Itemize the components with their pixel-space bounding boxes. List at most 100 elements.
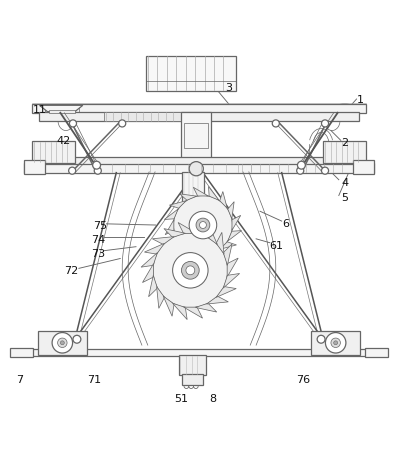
Polygon shape — [181, 112, 211, 162]
Circle shape — [69, 121, 76, 128]
Polygon shape — [142, 264, 154, 283]
Polygon shape — [170, 201, 186, 209]
Polygon shape — [198, 254, 213, 263]
Text: 73: 73 — [92, 248, 105, 258]
Text: 51: 51 — [174, 394, 188, 404]
Text: 6: 6 — [282, 218, 289, 228]
Polygon shape — [178, 223, 197, 234]
Text: 3: 3 — [225, 83, 232, 93]
Polygon shape — [148, 276, 157, 297]
Polygon shape — [209, 187, 219, 201]
Polygon shape — [39, 106, 83, 112]
Polygon shape — [228, 202, 234, 219]
Polygon shape — [105, 113, 183, 122]
Circle shape — [73, 336, 81, 344]
Polygon shape — [183, 308, 203, 318]
Polygon shape — [39, 113, 359, 122]
Polygon shape — [323, 142, 366, 163]
Circle shape — [317, 336, 325, 344]
Polygon shape — [228, 231, 242, 242]
Polygon shape — [179, 355, 206, 375]
Polygon shape — [227, 258, 238, 278]
Polygon shape — [195, 303, 217, 313]
Text: 5: 5 — [341, 193, 348, 203]
Polygon shape — [172, 232, 178, 249]
Polygon shape — [182, 172, 204, 287]
Text: 1: 1 — [357, 95, 364, 105]
Polygon shape — [32, 142, 75, 163]
Circle shape — [322, 121, 329, 128]
Circle shape — [58, 339, 67, 348]
Circle shape — [199, 222, 207, 229]
Polygon shape — [220, 243, 236, 250]
Circle shape — [93, 162, 101, 170]
Circle shape — [186, 266, 195, 275]
Text: 61: 61 — [269, 240, 283, 250]
Polygon shape — [19, 349, 379, 356]
Circle shape — [174, 196, 232, 255]
Circle shape — [94, 168, 101, 175]
Polygon shape — [141, 253, 157, 268]
Circle shape — [196, 219, 210, 233]
Polygon shape — [223, 244, 232, 266]
Text: 42: 42 — [56, 136, 70, 146]
Text: 75: 75 — [94, 221, 107, 231]
Circle shape — [153, 233, 228, 308]
Polygon shape — [179, 194, 197, 201]
Polygon shape — [207, 225, 217, 245]
Polygon shape — [182, 374, 203, 384]
Polygon shape — [173, 303, 187, 320]
Polygon shape — [365, 349, 388, 357]
Circle shape — [297, 168, 304, 175]
Circle shape — [52, 333, 72, 353]
Polygon shape — [31, 105, 367, 114]
Polygon shape — [164, 210, 178, 220]
Polygon shape — [216, 287, 236, 298]
Polygon shape — [144, 244, 164, 254]
Text: 11: 11 — [33, 105, 47, 115]
Text: 72: 72 — [64, 266, 78, 276]
Circle shape — [297, 162, 305, 170]
Text: 8: 8 — [209, 394, 217, 404]
Polygon shape — [164, 229, 185, 238]
Circle shape — [68, 168, 76, 175]
Polygon shape — [223, 274, 240, 288]
Circle shape — [189, 162, 203, 177]
Circle shape — [326, 333, 346, 353]
Polygon shape — [163, 297, 174, 317]
Polygon shape — [209, 250, 226, 257]
Polygon shape — [216, 233, 224, 254]
Polygon shape — [165, 220, 174, 235]
Polygon shape — [152, 237, 174, 245]
Circle shape — [322, 168, 329, 175]
Polygon shape — [178, 161, 215, 167]
Circle shape — [181, 262, 199, 279]
Polygon shape — [157, 287, 164, 308]
Polygon shape — [193, 188, 208, 197]
Polygon shape — [37, 331, 87, 355]
Circle shape — [173, 253, 208, 288]
Polygon shape — [24, 161, 45, 174]
Polygon shape — [24, 163, 374, 173]
Text: 4: 4 — [341, 177, 348, 187]
Polygon shape — [353, 161, 374, 174]
Polygon shape — [146, 56, 236, 92]
Polygon shape — [33, 157, 365, 165]
Circle shape — [119, 121, 126, 128]
Circle shape — [189, 212, 217, 239]
Polygon shape — [311, 331, 361, 355]
Text: 76: 76 — [296, 374, 310, 384]
Polygon shape — [232, 216, 241, 231]
Circle shape — [272, 121, 279, 128]
Circle shape — [60, 341, 64, 345]
Text: 71: 71 — [88, 374, 102, 384]
Text: 74: 74 — [92, 234, 106, 244]
Text: 7: 7 — [16, 374, 23, 384]
Circle shape — [331, 339, 340, 348]
Polygon shape — [49, 111, 75, 114]
Polygon shape — [10, 349, 33, 357]
Text: 2: 2 — [341, 138, 348, 148]
Circle shape — [334, 341, 338, 345]
Polygon shape — [193, 222, 208, 238]
Polygon shape — [187, 250, 197, 264]
